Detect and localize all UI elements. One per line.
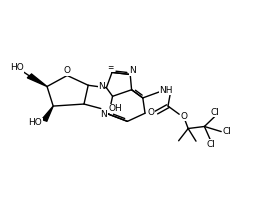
Text: O: O: [148, 108, 155, 117]
Text: Cl: Cl: [206, 140, 215, 149]
Text: N: N: [98, 82, 105, 91]
Text: =: =: [108, 63, 114, 72]
Text: O: O: [64, 67, 71, 75]
Text: =: =: [106, 65, 112, 71]
Polygon shape: [42, 106, 53, 121]
Text: OH: OH: [109, 104, 122, 113]
Text: N: N: [147, 110, 154, 119]
Text: HO: HO: [10, 63, 24, 72]
Polygon shape: [27, 74, 47, 86]
Text: Cl: Cl: [211, 108, 220, 117]
Text: HO: HO: [28, 118, 42, 127]
Text: NH: NH: [159, 86, 172, 95]
Text: N: N: [129, 66, 136, 75]
Text: N: N: [100, 110, 106, 119]
Text: Cl: Cl: [222, 127, 231, 136]
Text: O: O: [180, 112, 187, 121]
